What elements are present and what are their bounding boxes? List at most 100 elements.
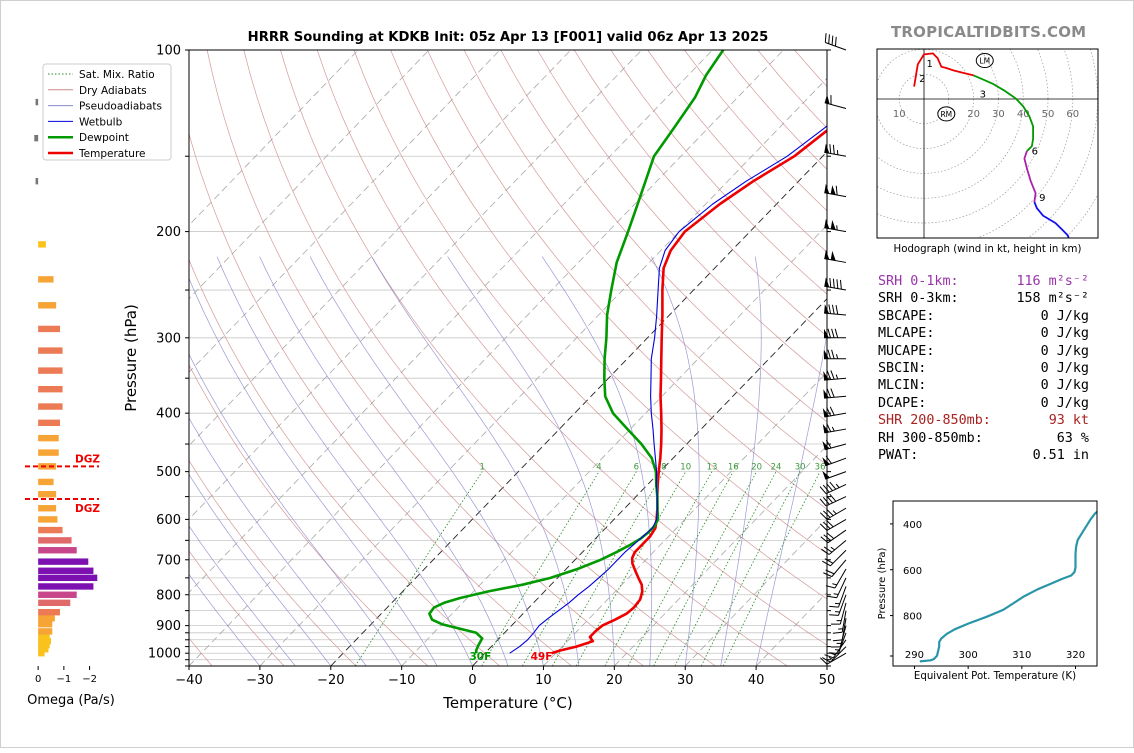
dgz-label: DGZ [75, 503, 100, 515]
omega-bar [38, 621, 52, 627]
omega-bar [34, 135, 38, 141]
barb-flag [822, 561, 830, 566]
param-row: DCAPE:0 J/kg [878, 395, 1093, 412]
wind-barb [821, 530, 846, 543]
wind-barb [824, 184, 846, 197]
mixing-ratio-line [628, 472, 733, 666]
param-row: MLCIN:0 J/kg [878, 377, 1093, 394]
hodograph-segment [1034, 202, 1070, 248]
barb-flag [835, 37, 836, 46]
legend-label: Wetbulb [79, 116, 123, 128]
height-label: 3 [980, 90, 986, 101]
param-row: MLCAPE: 0 J/kg [878, 325, 1093, 342]
mixing-ratio-label: 20 [751, 463, 762, 473]
theta-e-x-tick-label: 290 [905, 650, 924, 661]
dgz-label: DGZ [75, 453, 100, 465]
param-label: MLCAPE: [878, 326, 934, 341]
barb-half-flag [834, 594, 839, 595]
mixing-ratio-line [723, 472, 820, 666]
pseudoadiabat [118, 257, 366, 666]
mixing-ratio-label: 36 [815, 463, 826, 473]
barb-pennant [831, 251, 836, 261]
y-tick-label: 100 [156, 44, 181, 59]
dry-adiabat [244, 50, 716, 666]
wind-barb [824, 277, 846, 290]
skew-t-frame [189, 50, 827, 666]
height-label: 1 [927, 59, 933, 70]
theta-e-frame [893, 501, 1097, 666]
omega-bar [36, 99, 39, 105]
param-row: RH 300-850mb:63 % [878, 430, 1093, 447]
omega-bar [38, 527, 62, 533]
series-dewpoint [429, 50, 723, 653]
param-value: 116 m²s⁻² [1016, 273, 1089, 290]
barb-half-flag [833, 511, 836, 514]
theta-e-line [920, 506, 1106, 662]
pseudoadiabat [148, 257, 402, 666]
hodograph-caption: Hodograph (wind in kt, height in km) [894, 244, 1082, 255]
mixing-ratio-label: 13 [707, 463, 718, 473]
barb-flag [833, 145, 834, 154]
surface-temperature-label: 49F [531, 651, 553, 663]
wind-barb [820, 519, 846, 530]
omega-bar [38, 435, 59, 441]
barb-flag [832, 305, 834, 314]
pseudoadiabat [40, 257, 260, 666]
legend-label: Dewpoint [79, 132, 129, 144]
wind-barb [820, 482, 846, 494]
theta-e-y-axis-label: Pressure (hPa) [877, 548, 888, 620]
barb-half-flag [837, 354, 838, 359]
barb-flag [823, 573, 832, 577]
x-tick-label: −30 [246, 673, 273, 688]
omega-bar [38, 241, 46, 247]
barb-flag [832, 350, 835, 359]
barb-flag [829, 615, 838, 616]
range-label: 20 [967, 109, 980, 120]
wind-barb [824, 144, 846, 157]
omega-axis-label: Omega (Pa/s) [27, 693, 115, 708]
height-label: 2 [919, 74, 925, 85]
y-tick-label: 200 [156, 225, 181, 240]
omega-bar [38, 558, 88, 564]
brand-watermark: TROPICALTIDBITS.COM [891, 23, 1086, 41]
param-value: 158 m²s⁻² [1016, 290, 1089, 307]
param-value: 0 J/kg [1041, 325, 1089, 342]
legend-label: Temperature [78, 148, 146, 160]
barb-flag [829, 34, 830, 43]
range-label: 50 [1042, 109, 1055, 120]
theta-e-x-tick-label: 310 [1012, 650, 1031, 661]
param-label: SHR 200-850mb: [878, 413, 991, 428]
omega-bar [38, 609, 60, 615]
wind-barb [822, 440, 846, 450]
omega-bar [38, 516, 57, 522]
barb-flag [836, 186, 837, 195]
barb-flag [832, 36, 833, 45]
legend-label: Pseudoadiabats [79, 101, 162, 113]
barb-staff [825, 472, 846, 480]
omega-bar [38, 575, 97, 581]
mixing-ratio-label: 8 [661, 463, 666, 473]
param-label: DCAPE: [878, 396, 926, 411]
omega-bar [38, 583, 93, 589]
param-value: 0.51 in [1033, 447, 1089, 464]
pseudoadiabat [448, 257, 615, 666]
theta-e-x-axis-label: Equivalent Pot. Temperature (K) [914, 671, 1076, 682]
reference-isotherm [331, 50, 925, 666]
mixing-ratio-label: 16 [728, 463, 739, 473]
barb-half-flag [831, 547, 835, 550]
param-row: SBCAPE:0 J/kg [878, 308, 1093, 325]
y-tick-label: 900 [156, 619, 181, 634]
legend-label: Sat. Mix. Ratio [79, 69, 155, 81]
mixing-ratio-label: 4 [596, 463, 601, 473]
dry-adiabat [354, 50, 931, 666]
y-tick-label: 600 [156, 513, 181, 528]
barb-staff [827, 653, 846, 664]
y-tick-label: 800 [156, 588, 181, 603]
omega-bar [38, 537, 71, 543]
y-tick-label: 1000 [148, 647, 181, 662]
param-row: SRH 0-1km: 116 m²s⁻² [878, 273, 1093, 290]
param-label: SRH 0-1km: [878, 274, 959, 289]
legend-label: Dry Adiabats [79, 85, 147, 97]
